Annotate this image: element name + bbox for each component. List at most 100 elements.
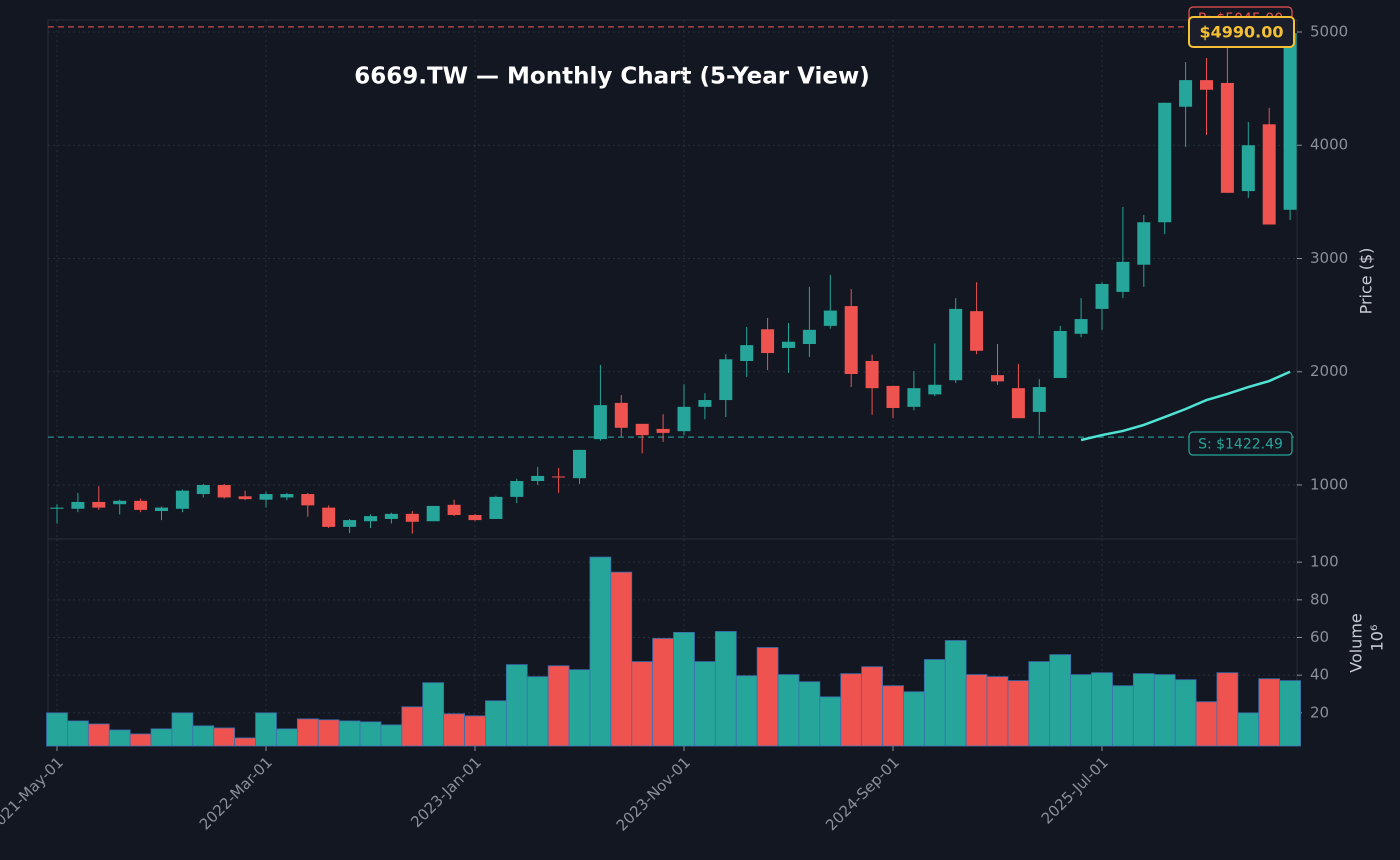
- volume-bar: [526, 676, 549, 747]
- y-tick-label: 40: [1310, 666, 1329, 684]
- candle-body: [155, 507, 168, 512]
- volume-bar: [944, 640, 967, 747]
- y-tick-label: 80: [1310, 590, 1329, 608]
- volume-bar: [1091, 672, 1113, 747]
- candle-body: [949, 308, 963, 381]
- volume-bar: [296, 718, 319, 747]
- candle-body: [865, 360, 879, 389]
- candle-body: [928, 384, 942, 395]
- volume-bar: [819, 696, 842, 747]
- candle-body: [134, 500, 148, 510]
- volume-bar: [840, 673, 863, 747]
- volume-bar: [505, 664, 528, 747]
- candle-body: [489, 496, 503, 519]
- candle-body: [593, 405, 607, 440]
- y-tick-label: 5000: [1310, 23, 1348, 41]
- volume-bar: [380, 724, 403, 747]
- candle-body: [1262, 124, 1276, 225]
- volume-bar: [631, 661, 654, 747]
- support-label: S: $1422.49: [1198, 437, 1283, 453]
- volume-bar: [1049, 654, 1072, 747]
- volume-bar: [422, 682, 445, 747]
- volume-bar: [255, 712, 277, 747]
- volume-bar: [1070, 674, 1092, 747]
- candle-body: [468, 514, 482, 521]
- candle-body: [1032, 387, 1046, 412]
- candle-body: [552, 476, 566, 478]
- volume-bar: [777, 674, 800, 747]
- candle-body: [384, 513, 398, 519]
- candle-body: [1179, 80, 1193, 107]
- volume-bar: [986, 676, 1009, 747]
- candle-body: [761, 329, 775, 354]
- volume-bar: [610, 571, 633, 747]
- candle-body: [113, 500, 127, 505]
- candle-body: [907, 388, 921, 407]
- candle-body: [280, 494, 294, 498]
- volume-bar: [129, 733, 152, 747]
- volume-bar: [923, 659, 946, 747]
- candle-body: [259, 494, 273, 500]
- y-axis-label: Price ($): [1357, 248, 1376, 315]
- volume-bar: [338, 720, 361, 747]
- volume-bar: [903, 691, 925, 747]
- candle-body: [447, 504, 461, 515]
- candle-body: [510, 481, 524, 497]
- candle-body: [635, 423, 649, 436]
- volume-axis-label: Volume: [1347, 613, 1366, 673]
- volume-bar: [317, 719, 340, 747]
- volume-bar: [1237, 712, 1260, 747]
- volume-bar: [150, 728, 173, 747]
- candle-body: [343, 520, 357, 527]
- candle-body: [175, 490, 189, 509]
- volume-bar: [589, 556, 612, 747]
- last_price-box: [1188, 16, 1295, 48]
- volume-bar: [1279, 680, 1301, 747]
- y-tick-label: 1000: [1310, 475, 1348, 493]
- candle-body: [802, 329, 816, 344]
- x-tick-label: 2021-May-01: [0, 753, 67, 836]
- volume-bar: [192, 725, 215, 747]
- volume-bar: [1028, 661, 1051, 747]
- candle-body: [71, 501, 85, 509]
- volume-bar: [673, 632, 695, 747]
- candle-body: [719, 359, 733, 401]
- candle-body: [614, 402, 628, 428]
- volume-bar: [1112, 685, 1134, 747]
- candle-body: [823, 310, 837, 326]
- y-tick-label: 60: [1310, 628, 1329, 646]
- candle-body: [301, 494, 315, 506]
- x-tick-label: 2025-Jul-01: [1038, 753, 1112, 827]
- candle-body: [1116, 261, 1130, 292]
- volume-bar: [359, 721, 382, 747]
- volume-bar: [213, 727, 236, 747]
- x-tick-label: 2022-Mar-01: [196, 753, 276, 833]
- candle-body: [1220, 82, 1234, 193]
- candle-body: [1011, 388, 1025, 419]
- volume-bar: [1258, 678, 1281, 747]
- candle-body: [1158, 102, 1172, 223]
- candle-body: [1095, 283, 1109, 309]
- x-tick-label: 2024-Sep-01: [822, 753, 903, 834]
- candle-body: [970, 311, 984, 351]
- chart-title: 6669.TW — Monthly Chart (5-Year View): [354, 64, 870, 90]
- candle-body: [1200, 80, 1213, 90]
- candle-body: [50, 507, 64, 509]
- volume-bar: [965, 674, 988, 747]
- y-tick-label: 3000: [1310, 249, 1348, 267]
- volume-bar: [485, 700, 507, 747]
- support-box: [1188, 431, 1293, 456]
- y-tick-label: 4000: [1310, 136, 1348, 154]
- volume-bar: [1216, 672, 1239, 747]
- y-tick-label: 100: [1310, 553, 1339, 571]
- candle-body: [531, 475, 545, 482]
- x-tick-label: 2023-Nov-01: [613, 753, 694, 834]
- volume-bar: [171, 712, 194, 747]
- x-tick-label: 2023-Jan-01: [407, 753, 485, 831]
- candle-body: [698, 400, 712, 407]
- candle-body: [196, 484, 210, 495]
- volume-bar: [694, 661, 716, 747]
- volume-bar: [87, 723, 110, 747]
- candle-body: [782, 341, 795, 348]
- candle-body: [740, 345, 754, 361]
